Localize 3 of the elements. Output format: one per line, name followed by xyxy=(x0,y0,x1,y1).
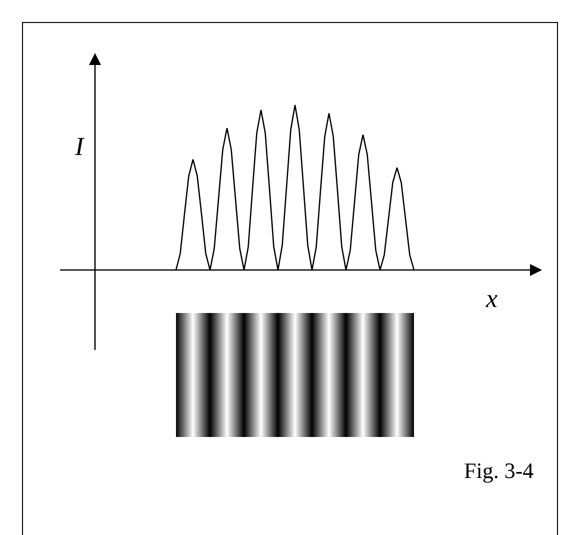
y-axis-title: I xyxy=(74,132,85,161)
x-axis-title: x xyxy=(485,284,498,313)
caption: Fig. 3-4 xyxy=(464,458,534,483)
